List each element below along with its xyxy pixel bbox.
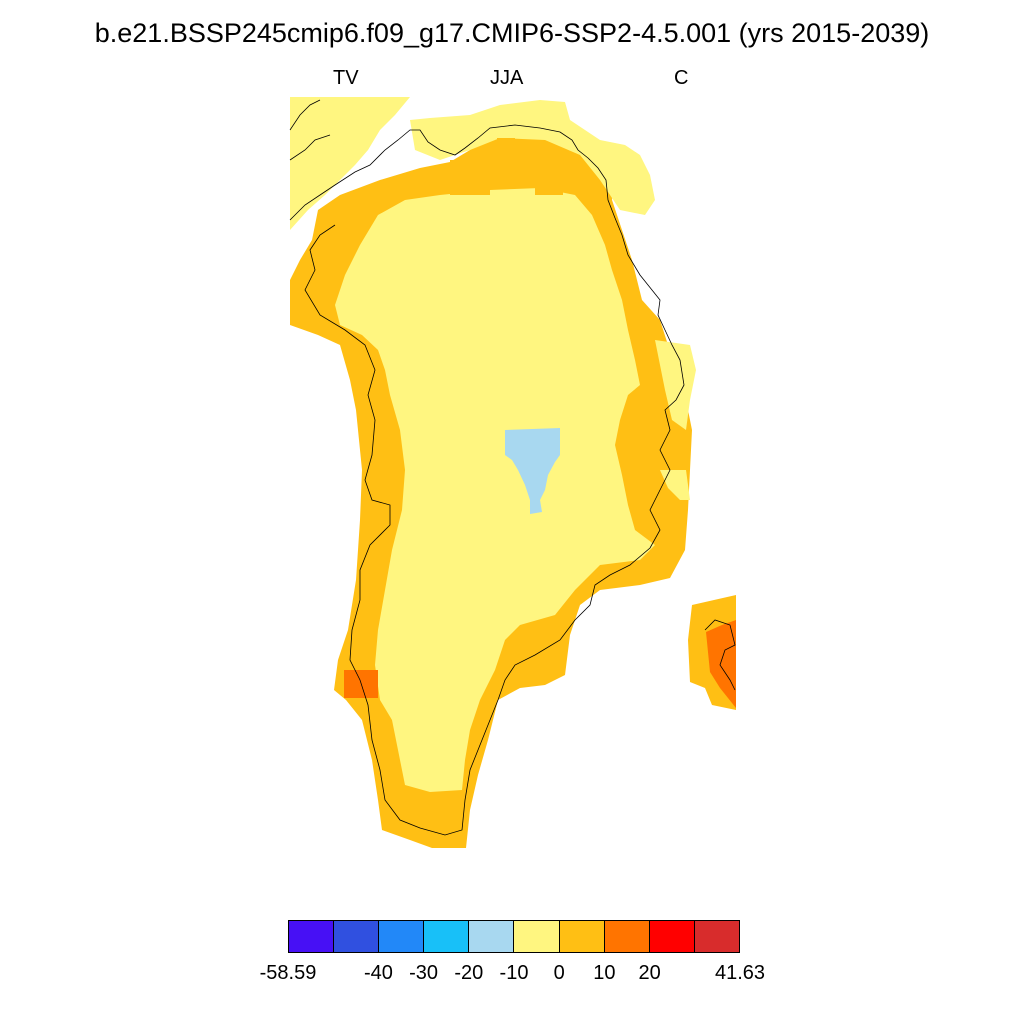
north-warm-cell-a [450, 160, 490, 195]
northeast-fringe-region [655, 340, 696, 430]
colorbar-tick-label: -10 [499, 962, 529, 984]
ice-sheet-interior [335, 188, 655, 792]
colorbar-tick-label: 20 [638, 962, 661, 984]
colorbar-segment [694, 921, 739, 952]
colorbar-segment [289, 921, 335, 952]
northwest-land-region [290, 97, 410, 230]
colorbar-tick-label: 41.63 [714, 962, 766, 984]
colorbar-segment [604, 921, 650, 952]
colorbar-segment [559, 921, 605, 952]
colorbar-segment [514, 921, 560, 952]
colorbar-tick-label: 10 [593, 962, 616, 984]
colorbar-tick-label: -30 [409, 962, 439, 984]
north-warm-cell-b [497, 138, 515, 170]
summit-cold-patch [505, 428, 560, 514]
east-fringe-region [660, 470, 690, 500]
colorbar-segment [334, 921, 380, 952]
colorbar-tick-label: 0 [553, 962, 565, 984]
colorbar-segment [379, 921, 425, 952]
north-warm-cell-c [535, 165, 563, 195]
colorbar-tick-label: -58.59 [259, 962, 317, 984]
coastline [289, 99, 736, 836]
north-coast-region [410, 100, 655, 215]
variable-label: TV [333, 67, 359, 89]
east-island-warm-region [706, 620, 736, 708]
colorbar-tick-label: -40 [363, 962, 393, 984]
colorbar [288, 920, 740, 953]
colorbar-tick-label: -20 [454, 962, 484, 984]
colorbar-segment [424, 921, 470, 952]
colorbar-segment [649, 921, 695, 952]
units-label: C [674, 67, 689, 89]
map-title: b.e21.BSSP245cmip6.f09_g17.CMIP6-SSP2-4.… [94, 18, 930, 48]
colorbar-segment [469, 921, 515, 952]
season-label: JJA [490, 67, 524, 89]
